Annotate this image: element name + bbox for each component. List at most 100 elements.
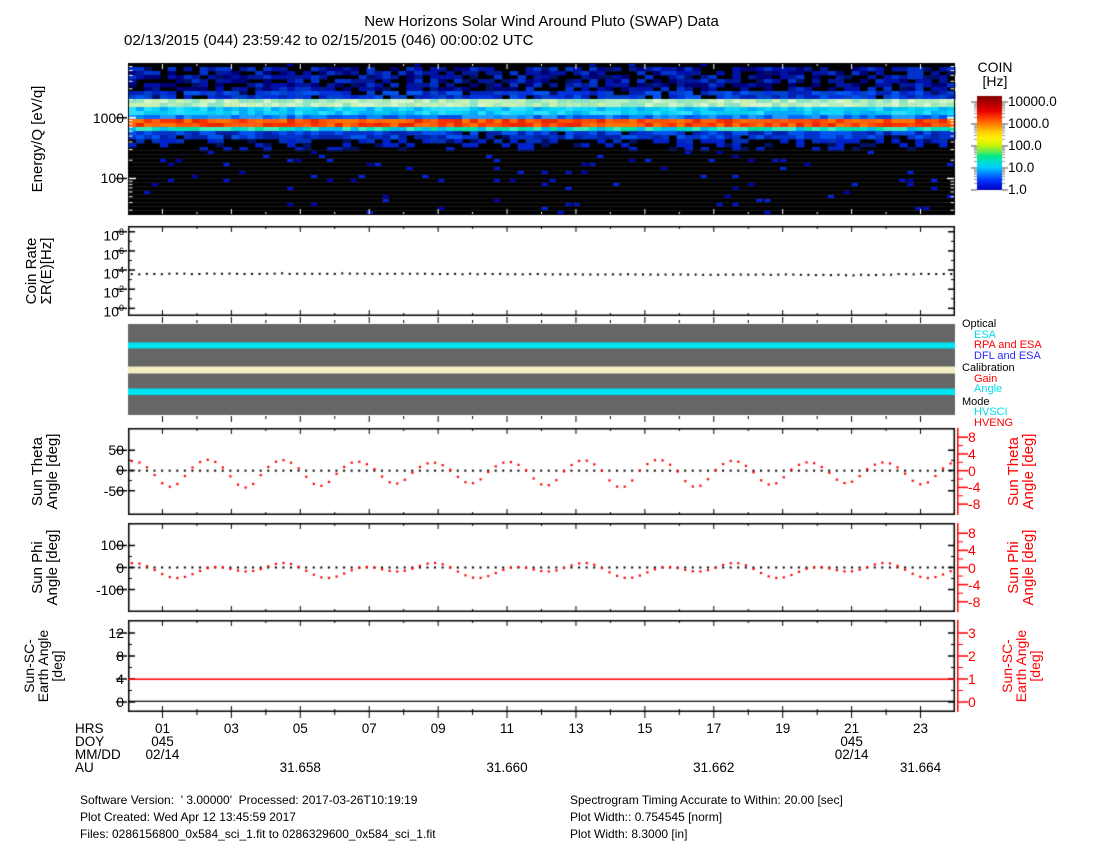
- legend-group-mode: Mode HVSCI HVENG: [962, 395, 1097, 429]
- hrs-value: 21: [844, 721, 860, 736]
- angle-ytick-label: 100: [100, 537, 124, 554]
- page-title: New Horizons Solar Wind Around Pluto (SW…: [364, 13, 719, 30]
- right-ylabel-sun-sc-earth-line-3: [deg]: [1027, 650, 1043, 682]
- legend-item-angle: Angle: [974, 383, 1003, 395]
- right-ylabel-sun-phi-line-2: Angle [deg]: [1020, 529, 1037, 606]
- colorbar-tick-label: 10.0: [1008, 160, 1035, 175]
- ylabel-coin-line-1: Coin Rate: [23, 237, 40, 305]
- ylabel-sun-theta-line-1: Sun Theta: [29, 437, 46, 506]
- footer-files: Files: 0286156800_0x584_sci_1.fit to 028…: [80, 827, 436, 841]
- earth-ytick-label: 8: [116, 647, 124, 664]
- earth-right-ytick-label: 2: [968, 647, 976, 664]
- right-ylabel-sun-phi: Sun Phi Angle [deg]: [1005, 523, 1037, 612]
- hrs-value: 19: [775, 721, 791, 736]
- right-ylabel-sun-phi-line-1: Sun Phi: [1005, 541, 1022, 594]
- hrs-value: 05: [292, 721, 308, 736]
- angle-ytick-label: -50: [103, 482, 124, 499]
- hrs-value: 15: [637, 721, 653, 736]
- ylabel-sun-theta: Sun Theta Angle [deg]: [29, 428, 61, 515]
- hrs-value: 01: [154, 721, 170, 736]
- mmdd-row-label: MM/DD: [75, 747, 121, 762]
- angle-right-ytick-label: 0: [968, 462, 976, 479]
- coin-ytick-label: 100: [103, 303, 124, 320]
- colorbar-tick-label: 1000.0: [1008, 116, 1050, 131]
- au-value: 31.664: [899, 760, 942, 775]
- coin-ytick-label: 108: [103, 226, 124, 244]
- angle-right-ytick-label: -8: [968, 593, 981, 610]
- colorbar-title: COIN: [977, 59, 1013, 75]
- hrs-value: 13: [568, 721, 584, 736]
- hrs-value: 07: [361, 721, 377, 736]
- ylabel-sun-phi-line-1: Sun Phi: [29, 541, 46, 594]
- legend-item-esa: ESA: [974, 328, 997, 341]
- angle-right-ytick-label: 8: [968, 429, 976, 446]
- legend-item-hveng: HVENG: [974, 416, 1014, 429]
- hrs-value: 03: [223, 721, 239, 736]
- angle-right-ytick-label: -8: [968, 496, 981, 513]
- legend-group-label: Optical: [962, 318, 997, 330]
- earth-ytick-label: 0: [116, 693, 124, 710]
- legend-group-label: Calibration: [962, 362, 1015, 374]
- right-ylabel-sun-theta: Sun Theta Angle [deg]: [1005, 428, 1037, 515]
- colorbar-tick-label: 100.0: [1008, 138, 1042, 153]
- doy-value: 045: [840, 734, 863, 749]
- legend-group-label: Mode: [962, 395, 990, 408]
- ylabel-coin-line-2: ΣR(E)[Hz]: [38, 237, 55, 305]
- ylabel-sun-theta-line-2: Angle [deg]: [44, 433, 61, 510]
- footer-software-version: Software Version: ' 3.00000' Processed: …: [80, 793, 418, 807]
- earth-ytick-label: 12: [108, 624, 124, 641]
- footer-plot-created: Plot Created: Wed Apr 12 13:45:59 2017: [80, 810, 296, 824]
- mmdd-value: 02/14: [834, 747, 869, 762]
- time-range-subtitle: 02/13/2015 (044) 23:59:42 to 02/15/2015 …: [124, 32, 534, 49]
- ylabel-sun-phi-line-2: Angle [deg]: [44, 529, 61, 606]
- legend-item-hvsci: HVSCI: [974, 406, 1008, 418]
- colorbar-tick-label: 10000.0: [1008, 94, 1057, 109]
- legend-item-gain: Gain: [974, 372, 998, 385]
- earth-right-ytick-label: 1: [968, 670, 976, 687]
- mmdd-value: 02/14: [145, 747, 180, 762]
- angle-right-ytick-label: -4: [968, 576, 981, 593]
- ylabel-energy: Energy/Q [eV/q]: [29, 63, 46, 215]
- earth-right-ytick-label: 0: [968, 693, 976, 710]
- ylabel-sun-sc-earth-line-3: [deg]: [49, 650, 65, 682]
- ylabel-energy-line: Energy/Q [eV/q]: [29, 85, 46, 193]
- coin-ytick-label: 106: [103, 245, 124, 263]
- angle-right-ytick-label: 0: [968, 559, 976, 576]
- hrs-value: 23: [913, 721, 929, 736]
- angle-right-ytick-label: -4: [968, 479, 981, 496]
- ylabel-sun-phi: Sun Phi Angle [deg]: [29, 523, 61, 612]
- angle-right-ytick-label: 4: [968, 542, 976, 559]
- hrs-row-label: HRS: [75, 721, 104, 736]
- legend-group-optical: Optical ESA RPA and ESA DFL and ESA: [962, 319, 1097, 361]
- energy-ytick-label: 100: [100, 170, 124, 187]
- coin-ytick-label: 104: [103, 265, 124, 282]
- right-ylabel-sun-theta-line-1: Sun Theta: [1005, 437, 1022, 506]
- footer-timing-accuracy: Spectrogram Timing Accurate to Within: 2…: [570, 793, 843, 807]
- angle-right-ytick-label: 8: [968, 525, 976, 542]
- angle-ytick-label: -100: [95, 581, 124, 598]
- right-ylabel-sun-sc-earth: Sun-SC- Earth Angle [deg]: [999, 620, 1043, 712]
- ylabel-sun-sc-earth-line-1: Sun-SC-: [21, 639, 37, 693]
- legend-item-dfl-and-esa: DFL and ESA: [974, 349, 1041, 362]
- au-row-label: AU: [75, 760, 94, 775]
- colorbar-tick-label: 1.0: [1008, 182, 1027, 197]
- energy-ytick-label: 1000: [92, 109, 124, 126]
- earth-ytick-label: 4: [116, 670, 124, 687]
- hrs-value: 17: [706, 721, 722, 736]
- doy-value: 045: [151, 734, 174, 749]
- legend-item-rpa-and-esa: RPA and ESA: [974, 339, 1042, 351]
- au-value: 31.662: [693, 760, 735, 775]
- ylabel-sun-sc-earth: Sun-SC- Earth Angle [deg]: [21, 620, 65, 712]
- angle-ytick-label: 50: [108, 442, 124, 459]
- coin-ytick-label: 102: [103, 284, 124, 301]
- hrs-value: 11: [500, 721, 515, 736]
- au-value: 31.660: [486, 760, 528, 775]
- footer-plot-width-norm: Plot Width:: 0.754545 [norm]: [570, 810, 723, 824]
- hrs-value: 09: [430, 721, 446, 736]
- ylabel-coin-rate: Coin Rate ΣR(E)[Hz]: [23, 226, 55, 316]
- angle-right-ytick-label: 4: [968, 445, 976, 462]
- angle-ytick-label: 0: [116, 559, 124, 576]
- legend-group-calibration: Calibration Gain Angle: [962, 363, 1097, 395]
